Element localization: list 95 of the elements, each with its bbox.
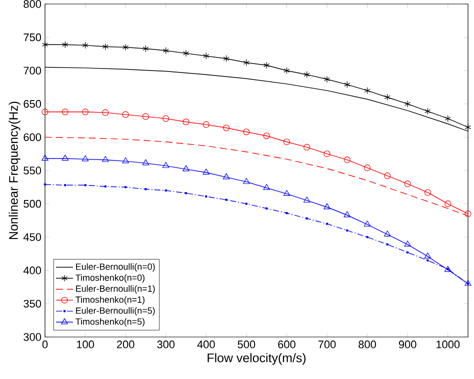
point — [264, 62, 270, 69]
x-tick-label: 500 — [238, 340, 256, 348]
point — [102, 109, 109, 116]
point — [222, 173, 230, 180]
point — [122, 44, 129, 51]
point — [42, 108, 48, 116]
y-tick-label: 650 — [24, 100, 42, 108]
point — [364, 87, 370, 94]
point — [202, 121, 210, 128]
point — [324, 76, 330, 83]
y-tick-label: 700 — [24, 66, 42, 74]
point — [243, 178, 250, 184]
point — [344, 81, 350, 88]
x-tick-label: 900 — [398, 340, 416, 348]
point — [424, 189, 432, 196]
legend-label: Timoshenko(n=1) — [76, 296, 144, 305]
y-tick-label: 450 — [23, 233, 42, 241]
point — [122, 157, 129, 164]
point — [223, 124, 230, 132]
legend-label: Euler-Bernoulli(n=1) — [76, 285, 155, 294]
point — [464, 210, 472, 218]
point — [304, 144, 310, 150]
legend-label: Timoshenko(n=5) — [76, 318, 144, 327]
y-tick-label: 750 — [24, 33, 42, 42]
y-tick-label: 550 — [24, 166, 42, 174]
point — [304, 71, 310, 78]
point — [344, 156, 350, 164]
point — [444, 115, 451, 122]
point — [62, 41, 68, 48]
x-tick-label: 1000 — [436, 340, 460, 348]
y-tick-label: 600 — [24, 133, 42, 142]
point — [364, 164, 371, 172]
point — [162, 115, 170, 122]
point — [404, 180, 411, 188]
point — [263, 132, 270, 140]
point — [344, 211, 351, 218]
x-tick-label: 200 — [116, 340, 134, 348]
point — [82, 155, 89, 162]
point — [203, 52, 210, 60]
point — [444, 266, 452, 272]
point — [42, 154, 48, 161]
point — [142, 113, 150, 120]
x-tick-label: 0 — [42, 340, 48, 348]
legend-label: Timoshenko(n=0) — [76, 274, 144, 283]
point — [364, 220, 371, 227]
point — [182, 165, 190, 172]
legend-label: Euler-Bernoulli(n=5) — [76, 307, 155, 316]
point — [424, 252, 432, 259]
point — [142, 45, 149, 52]
point — [424, 108, 431, 115]
point — [162, 47, 169, 54]
point — [384, 230, 391, 237]
point — [283, 138, 290, 146]
point — [324, 150, 330, 158]
point — [384, 94, 390, 101]
point — [243, 128, 250, 136]
x-tick-label: 600 — [278, 340, 296, 348]
x-tick-label: 700 — [318, 340, 336, 348]
point — [122, 111, 129, 118]
x-axis-title: Flow velocity(m/s) — [208, 353, 306, 365]
point — [82, 108, 89, 116]
y-tick-label: 500 — [24, 200, 42, 208]
point — [404, 100, 411, 108]
point — [42, 41, 48, 48]
y-tick-label: 300 — [24, 333, 42, 341]
legend-label: Euler-Bernoulli(n=0) — [76, 263, 155, 272]
point — [303, 196, 310, 203]
point — [142, 159, 150, 166]
point — [404, 240, 411, 247]
y-tick-label: 400 — [23, 266, 42, 274]
point — [444, 200, 452, 208]
point — [284, 67, 290, 74]
point — [162, 162, 170, 168]
point — [182, 118, 190, 126]
x-tick-label: 100 — [76, 340, 94, 348]
point — [223, 55, 230, 62]
x-tick-label: 300 — [157, 340, 175, 348]
point — [102, 156, 109, 162]
point — [62, 108, 68, 116]
point — [182, 50, 190, 57]
point — [263, 184, 270, 190]
point — [464, 280, 472, 286]
y-axis-title: Nonlinear Frequency(Hz) — [8, 102, 20, 240]
y-tick-label: 800 — [24, 0, 42, 8]
point — [82, 42, 88, 49]
point — [62, 154, 69, 161]
x-tick-label: 800 — [358, 340, 376, 348]
point — [243, 59, 250, 66]
y-tick-label: 350 — [24, 300, 42, 308]
x-tick-label: 400 — [197, 340, 215, 348]
point — [202, 168, 210, 175]
point — [384, 172, 391, 180]
point — [102, 43, 108, 50]
point — [324, 203, 330, 210]
point — [283, 190, 290, 196]
